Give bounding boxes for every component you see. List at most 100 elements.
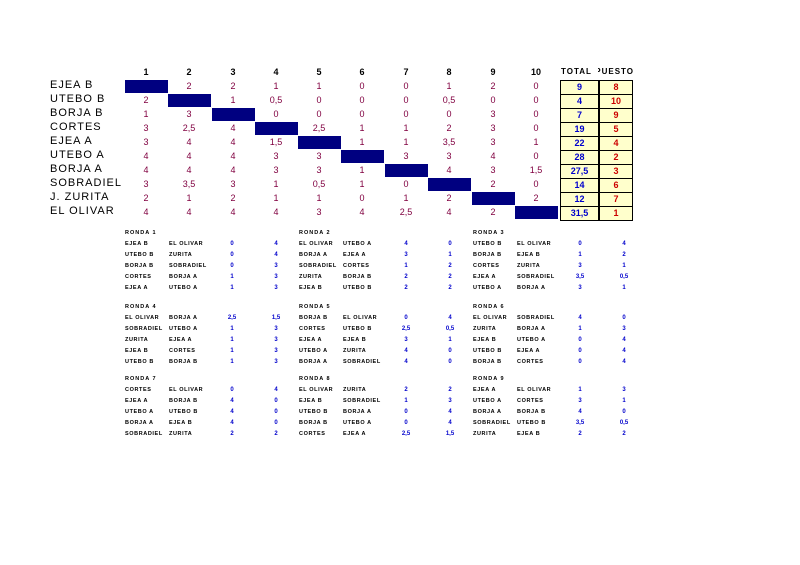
- score-cell: 4: [273, 207, 279, 217]
- away-team: BORJA A: [517, 326, 546, 332]
- diagonal-block: [255, 122, 298, 135]
- score-cell: 4: [490, 151, 496, 161]
- score-cell: 3: [316, 165, 322, 175]
- score-cell: 4: [230, 207, 236, 217]
- score-cell: 1: [143, 109, 149, 119]
- home-score: 0: [578, 348, 582, 354]
- home-score: 1: [230, 285, 234, 291]
- score-cell: 1,5: [269, 137, 283, 147]
- home-team: EL OLIVAR: [125, 315, 160, 321]
- position-cell: 9: [599, 108, 633, 123]
- score-cell: 3,5: [442, 137, 456, 147]
- away-score: 4: [448, 409, 452, 415]
- home-team: BORJA B: [473, 359, 502, 365]
- home-score: 1: [578, 252, 582, 258]
- score-cell: 4: [186, 151, 192, 161]
- home-team: BORJA B: [299, 315, 328, 321]
- score-cell: 2,5: [182, 123, 196, 133]
- home-score: 1: [230, 274, 234, 280]
- diagonal-block: [515, 206, 558, 219]
- score-cell: 0: [403, 109, 409, 119]
- home-score: 4: [230, 398, 234, 404]
- home-score: 2,5: [401, 431, 411, 437]
- away-team: SOBRADIEL: [517, 274, 555, 280]
- diagonal-block: [298, 136, 341, 149]
- away-team: BORJA A: [169, 274, 198, 280]
- home-team: UTEBO A: [299, 348, 328, 354]
- home-team: BORJA A: [299, 252, 328, 258]
- away-team: ZURITA: [517, 263, 541, 269]
- column-header-9: 9: [490, 67, 496, 77]
- away-score: 1,5: [445, 431, 455, 437]
- away-team: BORJA B: [343, 274, 372, 280]
- column-header-7: 7: [403, 67, 409, 77]
- away-score: 3: [274, 337, 278, 343]
- score-cell: 0: [490, 95, 496, 105]
- score-cell: 0: [533, 123, 539, 133]
- home-score: 0: [404, 420, 408, 426]
- score-cell: 1: [359, 137, 365, 147]
- score-cell: 1: [273, 81, 279, 91]
- column-header-10: 10: [530, 67, 541, 77]
- away-team: UTEBO B: [169, 409, 198, 415]
- home-score: 0: [404, 315, 408, 321]
- score-cell: 0: [359, 193, 365, 203]
- position-cell: 7: [599, 192, 633, 207]
- total-header: TOTAL: [561, 67, 592, 76]
- score-cell: 4: [230, 123, 236, 133]
- total-cell: 9: [560, 80, 599, 95]
- away-team: EJEA A: [517, 348, 541, 354]
- away-score: 4: [448, 315, 452, 321]
- score-cell: 0: [359, 109, 365, 119]
- away-team: SOBRADIEL: [343, 359, 381, 365]
- home-team: BORJA B: [299, 420, 328, 426]
- away-team: EJEA B: [517, 252, 541, 258]
- home-team: ZURITA: [299, 274, 323, 280]
- away-team: UTEBO B: [343, 326, 372, 332]
- score-cell: 1: [359, 165, 365, 175]
- total-cell: 4: [560, 94, 599, 109]
- score-cell: 1: [359, 179, 365, 189]
- home-score: 4: [578, 409, 582, 415]
- total-cell: 14: [560, 178, 599, 193]
- home-team: UTEBO B: [125, 359, 154, 365]
- total-cell: 27,5: [560, 164, 599, 179]
- away-score: 0,5: [445, 326, 455, 332]
- home-score: 1: [230, 359, 234, 365]
- diagonal-block: [385, 164, 428, 177]
- home-score: 1: [404, 398, 408, 404]
- home-team: BORJA A: [299, 359, 328, 365]
- away-score: 0: [274, 409, 278, 415]
- score-cell: 3: [273, 151, 279, 161]
- team-name: EJEA B: [50, 79, 94, 91]
- home-score: 4: [404, 241, 408, 247]
- diagonal-block: [125, 80, 168, 93]
- away-team: CORTES: [343, 263, 370, 269]
- home-team: ZURITA: [473, 431, 497, 437]
- score-cell: 0: [316, 95, 322, 105]
- score-cell: 4: [143, 165, 149, 175]
- team-name: J. ZURITA: [50, 191, 110, 203]
- total-cell: 31,5: [560, 206, 599, 221]
- total-cell: 28: [560, 150, 599, 165]
- score-cell: 4: [446, 207, 452, 217]
- home-score: 0: [578, 359, 582, 365]
- home-score: 2: [404, 274, 408, 280]
- score-cell: 1: [273, 193, 279, 203]
- away-team: UTEBO A: [169, 326, 198, 332]
- home-score: 0: [230, 241, 234, 247]
- away-score: 2: [448, 285, 452, 291]
- home-score: 2,5: [227, 315, 237, 321]
- score-cell: 1: [316, 193, 322, 203]
- away-score: 4: [622, 241, 626, 247]
- score-cell: 1: [316, 81, 322, 91]
- away-team: UTEBO A: [343, 420, 372, 426]
- position-cell: 5: [599, 122, 633, 137]
- away-score: 1: [622, 263, 626, 269]
- position-cell: 8: [599, 80, 633, 95]
- score-cell: 0: [403, 179, 409, 189]
- home-team: ZURITA: [125, 337, 149, 343]
- away-score: 3: [622, 387, 626, 393]
- home-team: EJEA A: [125, 398, 149, 404]
- away-score: 1: [622, 398, 626, 404]
